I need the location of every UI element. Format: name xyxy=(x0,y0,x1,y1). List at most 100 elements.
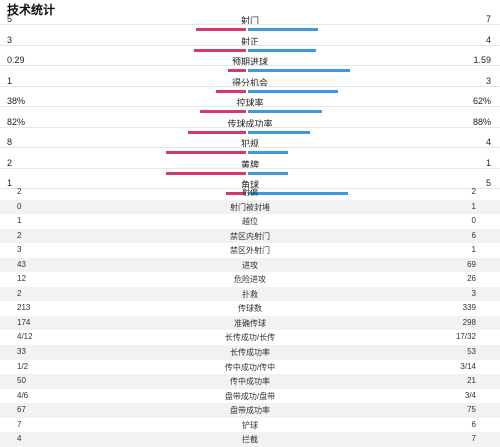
home-stat-bar xyxy=(166,171,246,175)
away-stat-value: 3 xyxy=(485,75,491,86)
home-stat-value: 1 xyxy=(17,216,22,226)
stat-label: 禁区外射门 xyxy=(230,246,270,256)
home-stat-bar xyxy=(166,151,246,154)
home-stat-bar xyxy=(228,69,246,72)
stat-label: 传中成功/传中 xyxy=(224,362,276,372)
away-stat-value: 1 xyxy=(485,157,491,168)
home-stat-value: 8 xyxy=(7,137,13,147)
stat-bar-row: 1 角球 5 xyxy=(0,177,500,198)
home-stat-value: 1 xyxy=(7,75,13,86)
home-stat-value: 12 xyxy=(17,274,26,284)
away-stat-value: 1 xyxy=(471,245,476,255)
away-stat-value: 6 xyxy=(471,230,476,240)
home-stat-value: 5 xyxy=(7,14,13,24)
home-stat-value: 0.29 xyxy=(7,55,25,65)
stats-title: 技术统计 xyxy=(7,3,56,17)
stat-label: 射门 xyxy=(240,16,259,26)
home-stat-value: 82% xyxy=(7,116,26,127)
stat-table-row: 7 铲球 6 xyxy=(0,418,500,433)
stat-table-row: 174 准确传球 298 xyxy=(0,315,500,331)
stat-table-row: 12 危险进攻 26 xyxy=(0,272,500,287)
stat-bar-row: 5 射门 7 xyxy=(0,13,500,34)
home-stat-bar xyxy=(226,192,246,195)
home-stat-value: 3 xyxy=(17,245,22,255)
home-stat-value: 33 xyxy=(17,347,26,357)
stat-label: 传球数 xyxy=(238,304,262,314)
stat-label: 扑救 xyxy=(242,289,258,299)
away-stat-bar xyxy=(248,130,310,134)
home-stat-value: 174 xyxy=(17,317,31,327)
away-stat-value: 62% xyxy=(472,96,491,106)
stat-bar-row: 0.29 预期进球 1.59 xyxy=(0,54,500,75)
away-stat-bar xyxy=(248,151,288,154)
home-stat-value: 2 xyxy=(17,230,22,240)
stat-label: 铲球 xyxy=(242,420,258,430)
stat-label: 越位 xyxy=(242,217,258,227)
row-divider xyxy=(0,106,500,107)
stat-label: 禁区内射门 xyxy=(230,231,270,241)
stat-label: 进攻 xyxy=(242,260,258,270)
away-stat-value: 6 xyxy=(471,419,476,429)
stat-label: 传球成功率 xyxy=(227,118,273,129)
home-stat-value: 67 xyxy=(17,405,26,415)
away-stat-bar xyxy=(248,28,318,31)
away-stat-value: 298 xyxy=(462,317,476,327)
away-stat-value: 26 xyxy=(467,274,476,284)
bar-stats-section: 5 射门 7 3 射正 4 0.29 预期进球 1.59 1 得分机会 3 38% 控球率 62% 82% 传球… xyxy=(0,13,500,198)
away-stat-value: 339 xyxy=(462,303,476,313)
row-divider xyxy=(0,85,500,87)
stat-label: 射偏 xyxy=(242,188,258,197)
home-stat-value: 4 xyxy=(17,434,22,444)
home-stat-value: 7 xyxy=(17,419,22,429)
away-stat-bar xyxy=(248,192,348,195)
stat-bar-row: 3 射正 4 xyxy=(0,34,500,55)
stat-table-row: 43 进攻 69 xyxy=(0,257,500,273)
stat-table-row: 0 射门被封堵 1 xyxy=(0,199,500,215)
stat-label: 准确传球 xyxy=(234,318,266,328)
stat-label: 射正 xyxy=(240,36,259,47)
away-stat-value: 69 xyxy=(467,259,476,269)
stat-bar-row: 82% 传球成功率 88% xyxy=(0,116,500,137)
home-stat-bar xyxy=(188,130,246,134)
stat-label: 射门被封堵 xyxy=(230,202,270,212)
stat-label: 控球率 xyxy=(236,98,264,108)
stat-bar-row: 8 犯规 4 xyxy=(0,136,500,157)
stat-label: 长传成功/长传 xyxy=(224,333,276,343)
stat-label: 盘带成功率 xyxy=(230,406,270,416)
home-stat-value: 50 xyxy=(17,376,26,386)
home-stat-value: 4/6 xyxy=(17,390,29,400)
row-divider xyxy=(0,24,500,25)
home-stat-value: 2 xyxy=(17,288,22,298)
stat-table-row: 2 扑救 3 xyxy=(0,286,500,302)
stat-label: 盘带成功/盘带 xyxy=(224,391,276,401)
away-stat-bar xyxy=(248,48,316,52)
stat-table-row: 33 长传成功率 53 xyxy=(0,345,500,360)
stat-table-row: 4/6 盘带成功/盘带 3/4 xyxy=(0,389,500,404)
away-stat-value: 1.59 xyxy=(473,55,491,65)
stat-label: 黄牌 xyxy=(240,159,259,170)
away-stat-value: 17/32 xyxy=(455,332,476,342)
stat-label: 得分机会 xyxy=(231,77,268,88)
home-stat-value: 2 xyxy=(7,157,13,168)
stat-label: 角球 xyxy=(240,180,259,190)
away-stat-value: 7 xyxy=(485,14,491,24)
stat-table-row: 2 射偏 2 xyxy=(0,185,500,200)
home-stat-bar xyxy=(200,110,246,113)
home-stat-bar xyxy=(196,28,246,31)
away-stat-value: 4 xyxy=(485,34,491,45)
away-stat-value: 75 xyxy=(467,405,476,415)
away-stat-value: 5 xyxy=(485,178,491,188)
stat-table-row: 3 禁区外射门 1 xyxy=(0,243,500,258)
stat-table-row: 67 盘带成功率 75 xyxy=(0,403,500,418)
stat-bar-row: 1 得分机会 3 xyxy=(0,75,500,96)
row-divider xyxy=(0,167,500,169)
away-stat-value: 88% xyxy=(472,116,491,127)
stat-table-row: 1 越位 0 xyxy=(0,214,500,229)
stat-table-row: 1/2 传中成功/传中 3/14 xyxy=(0,360,500,375)
home-stat-value: 2 xyxy=(17,187,22,196)
away-stat-value: 3/4 xyxy=(464,390,476,400)
home-stat-value: 38% xyxy=(7,96,26,106)
stat-bar-row: 2 黄牌 1 xyxy=(0,157,500,178)
row-divider xyxy=(0,147,500,148)
home-stat-value: 1 xyxy=(7,178,13,188)
